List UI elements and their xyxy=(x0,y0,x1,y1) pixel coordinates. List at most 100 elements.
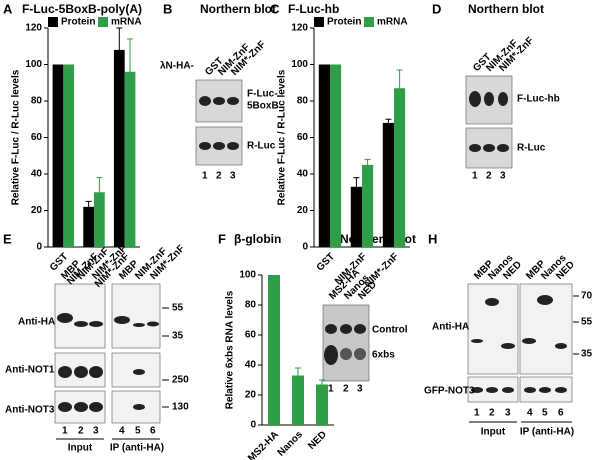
legend-label: mRNA xyxy=(377,17,408,28)
x-tick-label: Nanos xyxy=(276,429,306,459)
band xyxy=(147,321,159,327)
y-axis-label: Relative F-Luc / R-Luc levels xyxy=(277,69,288,205)
band-label: F-Luc- xyxy=(247,89,278,100)
chart-title: β-globin xyxy=(234,232,281,246)
band xyxy=(324,345,338,365)
bar xyxy=(94,192,105,247)
band xyxy=(58,402,72,412)
lane-number: 6 xyxy=(150,426,156,437)
band xyxy=(354,348,366,360)
size-marker: 35 xyxy=(172,331,184,342)
lane-number: 2 xyxy=(216,171,222,182)
band xyxy=(471,387,483,393)
lane-number: 3 xyxy=(505,408,511,419)
y-axis-label: Relative F-Luc / R-Luc levels xyxy=(11,69,22,205)
band xyxy=(58,366,72,378)
lane-number: 6 xyxy=(558,408,564,419)
y-tick-label: 20 xyxy=(245,390,257,401)
x-tick-label: MS2-HA xyxy=(246,429,281,460)
blot xyxy=(111,283,161,349)
band xyxy=(502,387,514,393)
size-marker: 55 xyxy=(581,317,593,328)
band xyxy=(57,313,73,323)
lane-number: 1 xyxy=(328,384,334,395)
y-tick-label: 40 xyxy=(245,360,257,371)
lane-number: 2 xyxy=(489,408,495,419)
y-tick-label: 20 xyxy=(31,205,43,216)
bar xyxy=(113,49,125,248)
size-marker: 35 xyxy=(581,349,593,360)
panel-title: Northern blot xyxy=(468,2,544,16)
lane-number: 2 xyxy=(343,384,349,395)
bar xyxy=(316,384,328,425)
band xyxy=(524,387,536,393)
band xyxy=(340,348,352,360)
panel-letter: F xyxy=(218,231,226,246)
band-label: R-Luc xyxy=(247,141,276,152)
chart-title: F-Luc-hb xyxy=(288,2,339,16)
lane-number: 3 xyxy=(500,171,506,182)
size-marker: 250 xyxy=(172,375,189,386)
band xyxy=(486,387,498,393)
y-axis-label: Relative 6xbs RNA levels xyxy=(225,290,236,409)
band xyxy=(89,402,103,412)
y-tick-label: 80 xyxy=(297,96,309,107)
lane-number: 5 xyxy=(542,408,548,419)
y-tick-label: 60 xyxy=(297,132,309,143)
y-tick-label: 60 xyxy=(245,330,257,341)
y-tick-label: 80 xyxy=(31,96,43,107)
band xyxy=(485,298,499,306)
band-label: Control xyxy=(372,325,408,336)
band xyxy=(133,404,145,410)
band xyxy=(497,144,509,152)
bar xyxy=(318,64,330,247)
y-tick-label: 20 xyxy=(297,205,309,216)
y-tick-label: 100 xyxy=(25,59,42,70)
y-tick-label: 40 xyxy=(31,169,43,180)
y-tick-label: 120 xyxy=(25,23,42,34)
band xyxy=(483,144,495,152)
panel-letter: B xyxy=(163,1,172,16)
legend-swatch xyxy=(364,17,374,27)
band xyxy=(484,92,494,106)
legend-label: Protein xyxy=(327,17,361,28)
lane-number: 3 xyxy=(93,426,99,437)
band xyxy=(89,321,103,327)
lane-number: 1 xyxy=(474,408,480,419)
lane-number: 5 xyxy=(135,426,141,437)
y-tick-label: 0 xyxy=(250,420,256,431)
band xyxy=(133,369,145,375)
bar xyxy=(52,64,64,247)
bar xyxy=(83,206,94,247)
group-label: IP (anti-HA) xyxy=(110,443,164,454)
panel-letter: A xyxy=(3,1,13,16)
panel-title: Northern blot xyxy=(200,2,276,16)
panel-letter: E xyxy=(3,231,12,246)
band xyxy=(522,338,536,344)
group-label: IP (anti-HA) xyxy=(520,427,574,438)
lane-number: 4 xyxy=(527,408,533,419)
lane-number: 2 xyxy=(486,171,492,182)
size-marker: 55 xyxy=(172,303,184,314)
construct-prefix: λN-HA- xyxy=(160,61,194,72)
blot xyxy=(467,283,519,375)
bar xyxy=(382,122,394,247)
panel-letter: C xyxy=(270,1,280,16)
lane-number: 3 xyxy=(230,171,236,182)
lane-number: 4 xyxy=(119,426,125,437)
band xyxy=(537,295,553,305)
lane-number: 3 xyxy=(357,384,363,395)
legend-swatch xyxy=(314,17,324,27)
lane-number: 1 xyxy=(62,426,68,437)
legend-label: mRNA xyxy=(111,17,142,28)
antibody-label: GFP-NOT3 xyxy=(424,386,475,397)
x-tick-label: NED xyxy=(306,429,329,452)
band xyxy=(213,97,225,105)
size-marker: 130 xyxy=(172,402,189,413)
band xyxy=(199,142,211,150)
legend-swatch xyxy=(48,17,58,27)
lane-number: 2 xyxy=(78,426,84,437)
panel-letter: D xyxy=(432,1,441,16)
band-label: 6xbs xyxy=(372,350,395,361)
